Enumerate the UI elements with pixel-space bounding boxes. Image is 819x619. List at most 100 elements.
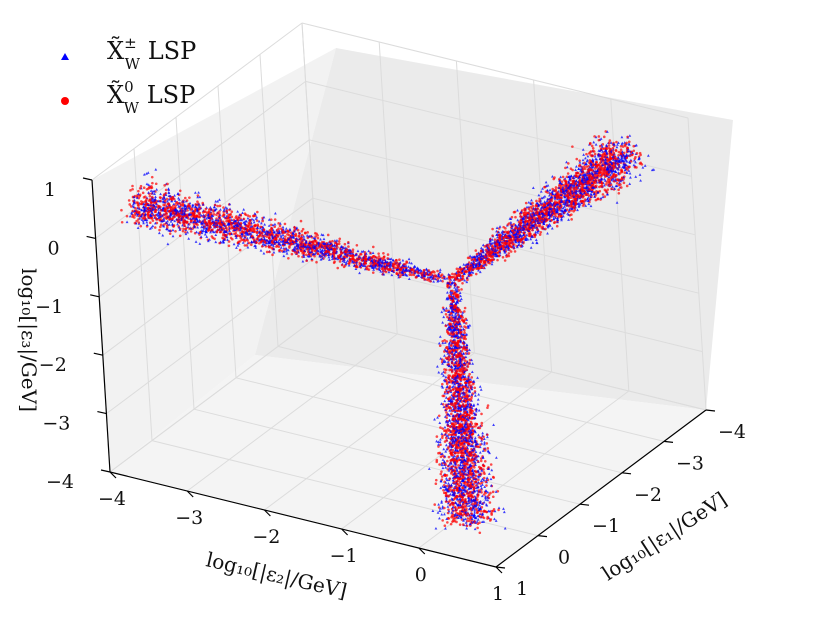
data-point-charged: [447, 436, 451, 440]
data-point-neutral: [454, 506, 457, 509]
data-point-neutral: [578, 159, 581, 162]
data-point-charged: [478, 385, 482, 388]
data-point-charged: [454, 484, 458, 487]
data-point-charged: [277, 240, 280, 244]
data-point-neutral: [593, 167, 597, 170]
data-point-neutral: [384, 270, 388, 274]
data-point-charged: [560, 217, 563, 220]
data-point-neutral: [351, 248, 355, 251]
data-point-neutral: [531, 201, 534, 205]
data-point-neutral: [446, 459, 449, 463]
data-point-neutral: [491, 495, 495, 499]
data-point-charged: [482, 478, 486, 482]
data-point-charged: [460, 383, 464, 387]
data-point-neutral: [227, 240, 231, 243]
data-point-charged: [466, 326, 470, 329]
data-point-charged: [443, 415, 447, 418]
data-point-charged: [489, 477, 493, 481]
data-point-neutral: [482, 476, 486, 480]
x-tick-label: −2: [634, 484, 662, 506]
data-point-charged: [439, 486, 443, 490]
x-tick: [621, 472, 632, 475]
data-point-charged: [590, 193, 593, 196]
data-point-neutral: [476, 478, 480, 482]
data-point-charged: [160, 214, 164, 217]
data-point-neutral: [448, 441, 452, 444]
data-point-charged: [272, 247, 276, 251]
x-tick-label: −4: [718, 421, 746, 443]
data-point-charged: [323, 254, 327, 258]
data-point-charged: [444, 432, 448, 436]
data-point-neutral: [216, 228, 220, 232]
data-point-charged: [445, 306, 448, 310]
z-tick-label: −3: [42, 413, 70, 435]
data-point-neutral: [615, 140, 618, 144]
data-point-charged: [620, 142, 624, 146]
data-point-charged: [460, 466, 464, 470]
data-point-charged: [470, 426, 474, 430]
data-point-charged: [177, 198, 181, 201]
data-point-charged: [281, 239, 285, 242]
data-point-neutral: [575, 157, 579, 161]
data-point-charged: [173, 219, 177, 223]
data-point-charged: [474, 440, 478, 443]
data-point-neutral: [337, 242, 341, 246]
data-point-neutral: [446, 468, 450, 471]
data-point-charged: [478, 270, 482, 274]
data-point-neutral: [441, 402, 445, 406]
data-point-neutral: [449, 522, 453, 526]
data-point-charged: [446, 360, 450, 363]
data-point-charged: [475, 442, 478, 446]
x-tick-label: 1: [516, 578, 528, 600]
data-point-neutral: [358, 261, 361, 265]
data-point-charged: [320, 254, 324, 258]
data-point-charged: [443, 379, 447, 383]
data-point-neutral: [615, 181, 619, 185]
data-point-neutral: [612, 151, 616, 155]
data-point-charged: [467, 270, 471, 273]
data-point-charged: [487, 467, 490, 471]
data-point-neutral: [480, 421, 484, 425]
data-point-neutral: [303, 231, 307, 235]
data-point-charged: [230, 218, 234, 222]
data-point-charged: [527, 200, 531, 204]
data-point-charged: [605, 130, 609, 133]
data-point-charged: [531, 241, 535, 244]
data-point-charged: [534, 238, 538, 241]
data-point-neutral: [551, 187, 555, 191]
data-point-charged: [165, 227, 169, 231]
data-point-neutral: [569, 196, 573, 200]
data-points: [120, 130, 656, 535]
data-point-charged: [454, 288, 457, 291]
data-point-neutral: [277, 221, 280, 225]
z-tick-label: 0: [48, 237, 60, 259]
data-point-neutral: [441, 436, 444, 440]
y-tick: [186, 490, 194, 498]
data-point-charged: [628, 171, 632, 175]
data-point-neutral: [599, 184, 603, 188]
data-point-charged: [473, 489, 477, 492]
data-point-charged: [142, 221, 145, 225]
data-point-neutral: [439, 443, 442, 447]
data-point-neutral: [185, 199, 189, 202]
data-point-charged: [546, 231, 549, 235]
data-point-charged: [285, 251, 289, 255]
data-point-charged: [193, 205, 197, 208]
x-axis-line: [495, 409, 707, 568]
data-point-charged: [479, 484, 483, 488]
data-point-charged: [441, 505, 445, 508]
data-point-charged: [473, 394, 477, 397]
data-point-neutral: [514, 215, 517, 219]
data-point-neutral: [181, 229, 185, 233]
data-point-charged: [459, 483, 463, 487]
data-point-neutral: [332, 261, 336, 265]
data-point-neutral: [442, 394, 446, 398]
data-point-neutral: [484, 248, 488, 252]
data-point-charged: [469, 475, 473, 479]
data-point-charged: [460, 332, 463, 336]
data-point-charged: [552, 215, 556, 218]
data-point-charged: [440, 384, 444, 388]
data-point-charged: [446, 323, 450, 326]
data-point-charged: [440, 463, 444, 467]
data-point-neutral: [531, 204, 535, 208]
